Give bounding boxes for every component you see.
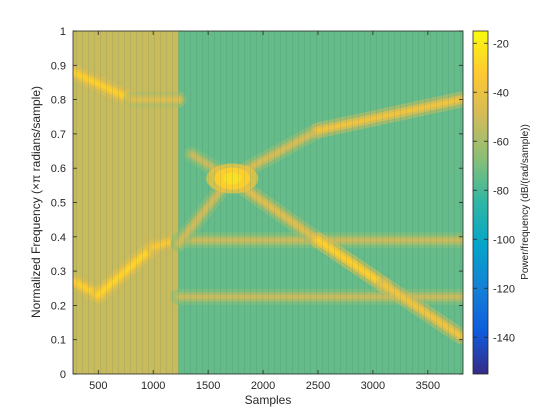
x-tick-label: 2000 xyxy=(251,380,275,392)
tone-track xyxy=(309,232,392,293)
y-tick-label: 1 xyxy=(60,26,66,38)
y-axis: 0 0.1 0.2 0.3 0.4 0.5 0.6 0.7 0.8 0.9 1 xyxy=(51,26,463,381)
colorbar-tick-label: -120 xyxy=(493,283,515,295)
x-tick-label: 1000 xyxy=(141,380,165,392)
colorbar: -140 -120 -100 -80 -60 -40 -20 Power/frequency… xyxy=(472,30,531,375)
tone-track xyxy=(375,276,463,345)
x-tick-label: 2500 xyxy=(306,380,330,392)
colorbar-frame xyxy=(472,30,489,375)
x-tick-label: 500 xyxy=(89,380,107,392)
colorbar-tick-label: -60 xyxy=(493,136,509,148)
x-axis: 500 1000 1500 2000 2500 3000 3500 xyxy=(89,31,440,392)
y-tick-label: 0.5 xyxy=(51,198,66,210)
y-tick-label: 0.4 xyxy=(51,232,66,244)
y-tick-label: 0.6 xyxy=(51,163,66,175)
y-tick-label: 0.1 xyxy=(51,335,66,347)
colorbar-tick-label: -100 xyxy=(493,234,515,246)
y-tick-label: 0 xyxy=(60,369,66,381)
tone-crossing-hotspot xyxy=(206,163,259,194)
colorbar-gradient xyxy=(473,31,488,374)
y-tick-label: 0.8 xyxy=(51,95,66,107)
colorbar-tick-label: -40 xyxy=(493,87,509,99)
y-tick-label: 0.3 xyxy=(51,266,66,278)
x-tick-label: 3500 xyxy=(416,380,440,392)
tone-track xyxy=(73,64,140,108)
y-axis-label: Normalized Frequency (×π radians/sample) xyxy=(29,86,43,318)
plot-area xyxy=(72,30,464,375)
colorbar-label: Power/frequency (dB/(rad/sample)) xyxy=(520,124,531,280)
x-tick-label: 3000 xyxy=(361,380,385,392)
colorbar-tick-label: -20 xyxy=(493,38,509,50)
y-tick-label: 0.7 xyxy=(51,129,66,141)
x-tick-label: 1500 xyxy=(196,380,220,392)
x-axis-label: Samples xyxy=(245,393,292,407)
spectrogram-heatmap xyxy=(73,31,463,374)
colorbar-tick-label: -80 xyxy=(493,185,509,197)
colorbar-ticks: -140 -120 -100 -80 -60 -40 -20 xyxy=(473,38,515,344)
y-tick-label: 0.2 xyxy=(51,300,66,312)
colorbar-tick-label: -140 xyxy=(493,332,515,344)
tone-track xyxy=(309,91,463,139)
tone-track xyxy=(90,239,162,304)
y-tick-label: 0.9 xyxy=(51,60,66,72)
background-segment xyxy=(178,31,463,374)
